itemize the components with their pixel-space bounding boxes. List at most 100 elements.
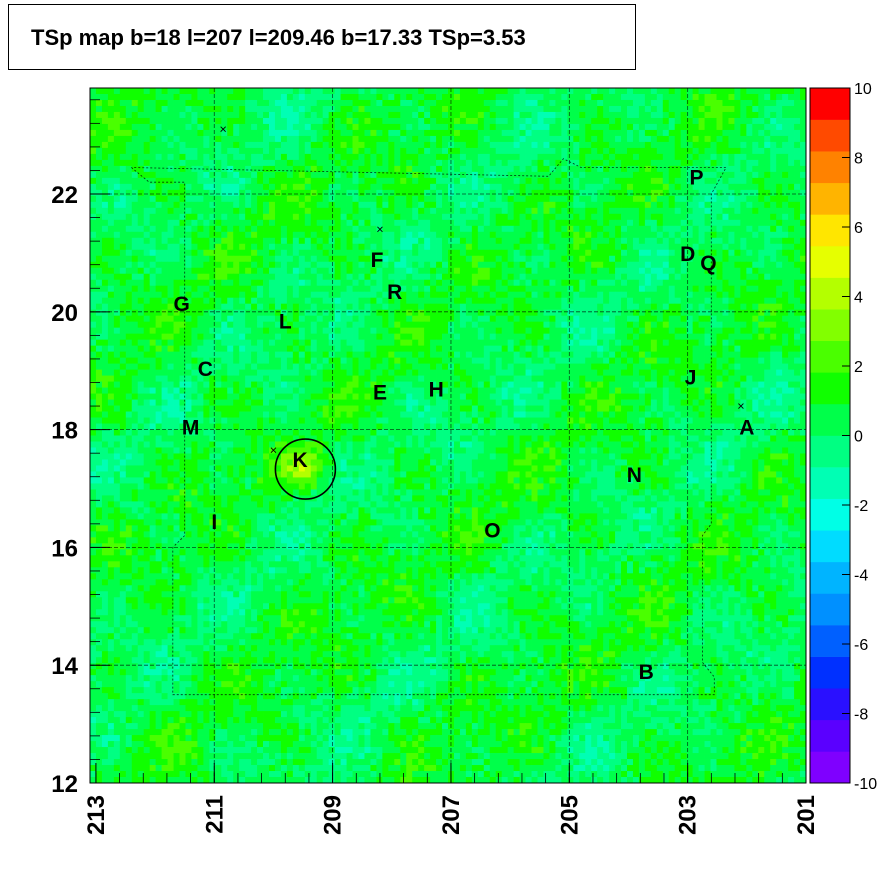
heatmap-cell bbox=[113, 111, 121, 119]
heatmap-cell bbox=[746, 219, 753, 227]
heatmap-cell bbox=[680, 249, 688, 257]
heatmap-cell bbox=[495, 279, 503, 287]
heatmap-cell bbox=[603, 129, 610, 137]
heatmap-cell bbox=[692, 159, 699, 167]
heatmap-cell bbox=[644, 99, 652, 107]
heatmap-cell bbox=[489, 183, 497, 191]
heatmap-cell bbox=[644, 135, 652, 143]
heatmap-cell bbox=[794, 273, 801, 281]
heatmap-cell bbox=[465, 171, 473, 179]
heatmap-cell bbox=[257, 111, 264, 119]
heatmap-cell bbox=[686, 135, 694, 143]
heatmap-cell bbox=[656, 213, 664, 221]
heatmap-cell bbox=[101, 147, 109, 155]
heatmap-cell bbox=[489, 315, 497, 323]
heatmap-cell bbox=[668, 195, 676, 203]
heatmap-cell bbox=[627, 105, 634, 113]
heatmap-cell bbox=[579, 153, 586, 161]
heatmap-cell bbox=[573, 159, 580, 167]
heatmap-cell bbox=[615, 141, 622, 149]
heatmap-cell bbox=[621, 285, 628, 293]
heatmap-cell bbox=[269, 297, 276, 305]
heatmap-cell bbox=[710, 255, 717, 263]
heatmap-cell bbox=[334, 88, 341, 95]
heatmap-cell bbox=[334, 93, 341, 101]
heatmap-cell bbox=[471, 183, 479, 191]
heatmap-cell bbox=[537, 219, 544, 227]
heatmap-cell bbox=[334, 231, 341, 239]
heatmap-cell bbox=[298, 171, 306, 179]
heatmap-cell bbox=[674, 285, 682, 293]
heatmap-cell bbox=[328, 261, 336, 269]
heatmap-cell bbox=[274, 291, 282, 299]
heatmap-cell bbox=[567, 93, 574, 101]
heatmap-cell bbox=[573, 111, 580, 119]
heatmap-cell bbox=[340, 225, 347, 233]
heatmap-cell bbox=[251, 213, 258, 221]
heatmap-cell bbox=[638, 88, 646, 95]
heatmap-cell bbox=[507, 315, 515, 323]
heatmap-cell bbox=[322, 291, 330, 299]
heatmap-cell bbox=[251, 195, 258, 203]
heatmap-cell bbox=[728, 189, 735, 197]
heatmap-cell bbox=[764, 237, 771, 245]
heatmap-cell bbox=[394, 261, 401, 269]
heatmap-cell bbox=[668, 255, 676, 263]
heatmap-cell bbox=[394, 141, 401, 149]
heatmap-cell bbox=[465, 88, 473, 95]
heatmap-cell bbox=[364, 165, 371, 173]
heatmap-cell bbox=[328, 237, 336, 245]
heatmap-cell bbox=[668, 183, 676, 191]
heatmap-cell bbox=[304, 303, 312, 311]
heatmap-cell bbox=[95, 291, 103, 299]
heatmap-cell bbox=[292, 261, 300, 269]
heatmap-cell bbox=[203, 237, 210, 245]
heatmap-cell bbox=[537, 111, 544, 119]
heatmap-cell bbox=[662, 117, 670, 125]
heatmap-cell bbox=[430, 153, 437, 161]
heatmap-cell bbox=[555, 177, 562, 185]
heatmap-cell bbox=[239, 333, 246, 341]
heatmap-cell bbox=[555, 159, 562, 167]
heatmap-cell bbox=[680, 243, 688, 251]
heatmap-cell bbox=[597, 261, 604, 269]
heatmap-cell bbox=[215, 327, 222, 335]
heatmap-cell bbox=[334, 267, 341, 275]
heatmap-cell bbox=[274, 189, 282, 197]
heatmap-cell bbox=[251, 93, 258, 101]
heatmap-cell bbox=[125, 147, 133, 155]
heatmap-cell bbox=[752, 219, 759, 227]
heatmap-cell bbox=[107, 195, 115, 203]
heatmap-cell bbox=[191, 297, 198, 305]
heatmap-cell bbox=[573, 213, 580, 221]
heatmap-cell bbox=[513, 291, 520, 299]
heatmap-cell bbox=[525, 273, 532, 281]
heatmap-cell bbox=[316, 267, 324, 275]
heatmap-cell bbox=[215, 279, 222, 287]
heatmap-cell bbox=[215, 207, 222, 215]
heatmap-cell bbox=[388, 177, 395, 185]
heatmap-cell bbox=[442, 249, 449, 257]
heatmap-cell bbox=[382, 99, 389, 107]
heatmap-cell bbox=[155, 255, 162, 263]
heatmap-cell bbox=[382, 225, 389, 233]
heatmap-cell bbox=[621, 99, 628, 107]
heatmap-cell bbox=[125, 88, 133, 95]
heatmap-cell bbox=[221, 237, 228, 245]
heatmap-cell bbox=[424, 285, 431, 293]
heatmap-cell bbox=[680, 147, 688, 155]
heatmap-cell bbox=[334, 333, 341, 341]
heatmap-cell bbox=[203, 219, 210, 227]
heatmap-cell bbox=[752, 303, 759, 311]
heatmap-cell bbox=[513, 111, 520, 119]
heatmap-cell bbox=[483, 88, 491, 95]
heatmap-cell bbox=[251, 153, 258, 161]
heatmap-cell bbox=[740, 225, 747, 233]
heatmap-cell bbox=[358, 219, 365, 227]
heatmap-cell bbox=[340, 327, 347, 335]
heatmap-cell bbox=[549, 117, 556, 125]
heatmap-cell bbox=[352, 105, 359, 113]
heatmap-cell bbox=[722, 195, 729, 203]
heatmap-cell bbox=[167, 315, 174, 323]
heatmap-cell bbox=[328, 123, 336, 131]
